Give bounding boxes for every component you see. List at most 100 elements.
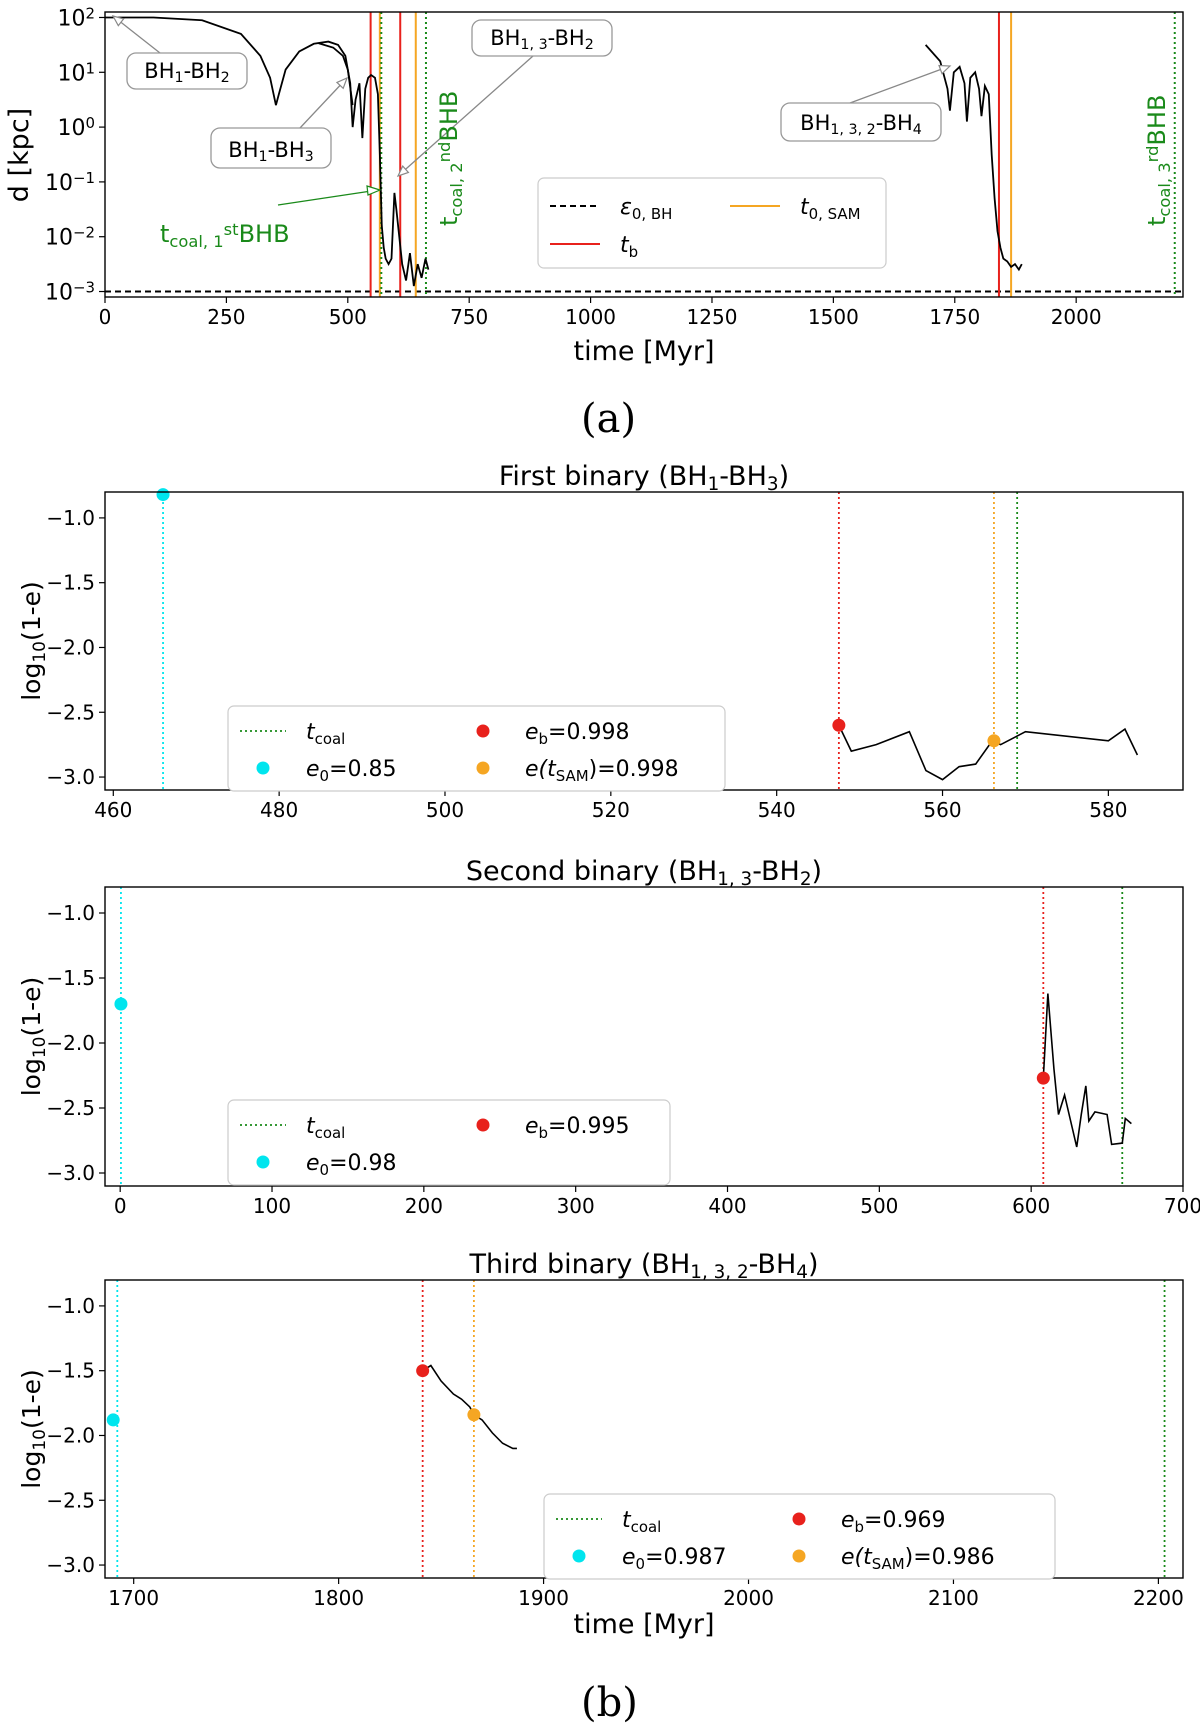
b1-ytick-label: −3.0: [46, 765, 95, 789]
b2-ytick-label-part: −1.0: [46, 901, 95, 925]
b1-ylabel-part: log: [17, 663, 46, 701]
b3-xtick-label: 1900: [518, 1586, 569, 1610]
b1-ytick-label: −1.5: [46, 571, 95, 595]
b3-ytick-label: −1.0: [46, 1294, 95, 1318]
b2-xtick-label-part: 0: [114, 1194, 127, 1218]
a-curve-1: [318, 42, 354, 106]
b2-title-part: 2: [800, 869, 812, 890]
a-ytick-label: 10−3: [45, 279, 95, 306]
b2-xtick-label: 0: [114, 1194, 127, 1218]
b3-point-eb: [416, 1364, 430, 1378]
a-legend-t0sam-label-part: 0, SAM: [809, 205, 861, 223]
b1-legend-e0-label-part: 0: [320, 767, 330, 785]
b2-legend-tcoal-label-part: t: [306, 1114, 316, 1139]
a-annotation-bh13-bh2-part: 2: [585, 37, 594, 53]
b1-legend-eb-label-part: b: [539, 730, 549, 748]
b3-ylabel-part: log: [17, 1451, 46, 1489]
a-annotation-bh1-bh2-part: 1: [175, 70, 184, 86]
b3-legend-esam-label-part: e(t: [841, 1545, 873, 1570]
a-annotation-bh132-bh4-part: 4: [913, 122, 922, 138]
b2-point-eb: [1036, 1071, 1050, 1085]
panel-label-b: (b): [581, 1680, 638, 1726]
b3-xlabel-part: time [Myr]: [573, 1609, 714, 1640]
b3-ytick-label-part: −2.0: [46, 1423, 95, 1447]
b2-title-part: Second binary (BH: [466, 856, 717, 887]
b2-xtick-label: 400: [708, 1194, 746, 1218]
a-annotation-bh1-bh2-box: [126, 52, 248, 90]
a-legend-tb-label: tb: [620, 233, 638, 261]
b3-series-line: [422, 1364, 517, 1450]
b1-xtick-label: 580: [1089, 798, 1127, 822]
b1-xtick-label: 520: [592, 798, 630, 822]
b3-xtick-label: 2200: [1133, 1586, 1184, 1610]
b3-ytick-label: −2.5: [46, 1488, 95, 1512]
panel-label-a: (a): [581, 396, 637, 442]
b2-xtick-label-part: 100: [253, 1194, 291, 1218]
b3-point-e0: [106, 1413, 120, 1427]
a-xtick-label-part: 750: [450, 305, 488, 329]
b3-xtick-label-part: 2000: [723, 1586, 774, 1610]
b3-legend-e0-label-part: e: [622, 1545, 636, 1570]
a-annotation-bh1-bh2-arrowhead: [111, 15, 125, 27]
a-tcoal2-label-part: coal, 2: [447, 162, 466, 216]
a-annotation-bh13-bh2-part: BH: [490, 26, 520, 50]
b1-xtick-label-part: 560: [923, 798, 961, 822]
b3-ytick-label-part: −1.5: [46, 1359, 95, 1383]
b3-ytick-label-part: −2.5: [46, 1488, 95, 1512]
b2-title-part: ): [812, 856, 823, 887]
b2-legend-eb-label: eb=0.995: [525, 1114, 629, 1142]
b1-xtick-label: 460: [94, 798, 132, 822]
b1-point-eSAM: [987, 734, 1001, 748]
b1-xtick-label-part: 520: [592, 798, 630, 822]
a-ytick-label-part: 0: [85, 114, 95, 132]
a-tcoal3-label: tcoal, 3rdBHB: [1143, 95, 1174, 226]
a-xtick-label-part: 1000: [565, 305, 616, 329]
b1-ytick-label-part: −1.0: [46, 506, 95, 530]
b3-ytick-label: −3.0: [46, 1553, 95, 1577]
a-xlabel-part: time [Myr]: [573, 336, 714, 367]
b2-xtick-label: 200: [405, 1194, 443, 1218]
b2-ytick-label: −1.5: [46, 966, 95, 990]
a-ytick-label-part: −1: [73, 169, 95, 187]
a-legend-eps-label: ε0, BH: [620, 195, 672, 223]
a-xtick-label-part: 250: [207, 305, 245, 329]
b2-ytick-label: −1.0: [46, 901, 95, 925]
b1-legend-eb-label-part: =0.998: [548, 720, 629, 745]
a-ytick-label: 10−1: [45, 169, 95, 196]
b2-xtick-label: 100: [253, 1194, 291, 1218]
b2-ylabel-part: log: [17, 1058, 46, 1096]
b3-ylabel: log10(1-e): [17, 1369, 50, 1489]
b1-ytick-label-part: −3.0: [46, 765, 95, 789]
b2-legend-tcoal-label-part: coal: [315, 1124, 346, 1142]
b3-xtick-label-part: 2100: [928, 1586, 979, 1610]
b2-title-part: 1, 3: [717, 869, 752, 890]
a-tcoal1-arrowhead: [366, 185, 382, 196]
a-xtick-label: 1500: [808, 305, 859, 329]
a-annotation-bh1-bh2-part: -BH: [184, 59, 221, 83]
b2-ytick-label: −2.5: [46, 1096, 95, 1120]
b1-legend-esam-marker: [476, 761, 490, 775]
b3-ytick-label-part: −1.0: [46, 1294, 95, 1318]
a-legend-tb-label-part: b: [629, 243, 639, 261]
b1-legend-tcoal-label-part: t: [306, 720, 316, 745]
a-annotation-bh1-bh3-arrowhead: [335, 76, 349, 90]
b3-legend-tcoal-label-part: t: [622, 1508, 632, 1533]
b3-title-part: 1, 3, 2: [690, 1262, 748, 1283]
b3-legend-e0-label-part: 0: [636, 1555, 646, 1573]
b2-ytick-label-part: −2.5: [46, 1096, 95, 1120]
a-ytick-label-part: 2: [85, 5, 95, 23]
a-annotation-bh13-bh2: BH1, 3-BH2: [490, 26, 594, 53]
b3-legend-eb-label-part: b: [855, 1518, 865, 1536]
b1-title-part: First binary (BH: [499, 461, 708, 492]
b3-legend-eb-marker: [792, 1512, 806, 1526]
b3-xtick-label: 1700: [108, 1586, 159, 1610]
b3-legend-esam-marker: [792, 1549, 806, 1563]
b2-legend-eb-label-part: b: [539, 1124, 549, 1142]
b2-ylabel: log10(1-e): [17, 977, 50, 1097]
b1-ytick-label-part: −2.0: [46, 635, 95, 659]
b1-series-line: [838, 724, 1139, 781]
b1-ytick-label-part: −2.5: [46, 700, 95, 724]
a-annotation-bh132-bh4-part: 1, 3, 2: [830, 122, 875, 138]
b2-xtick-label: 600: [1012, 1194, 1050, 1218]
